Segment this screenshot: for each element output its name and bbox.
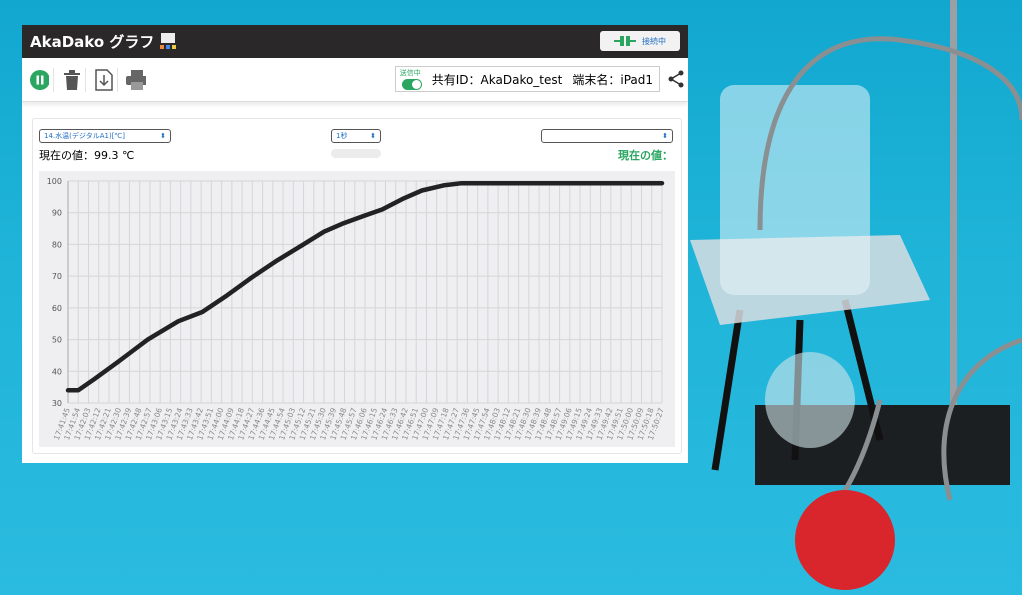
delete-button[interactable] [62,67,86,92]
akadako-logo-icon [160,32,177,49]
share-icon[interactable] [668,70,684,88]
select-arrows-icon: ⬍ [370,132,376,140]
send-label: 送信中 [399,69,421,77]
device-name: 端末名：iPad1 [572,72,653,87]
beaker [720,85,870,295]
graph-panel: 14.水温(デジタルA1)[℃] ⬍ 現在の値：99.3 ℃ 1秒 ⬍ ⬍ 現在の値… [32,118,682,454]
y-tick-label: 30 [52,399,62,408]
share-status-box: 送信中 共有ID：AkaDako_test 端末名：iPad1 [394,66,660,92]
temperature-series-line [65,180,665,393]
temperature-chart: 3040506070809010017:41:4517:41:5417:42:0… [39,171,675,447]
akadako-graph-app: AkaDako グラフ 接続中 送信中 共有ID：AkaDako_test 端末… [22,25,688,463]
interval-progress [331,149,381,158]
sensor-board [795,490,895,590]
sensor-select-value: 14.水温(デジタルA1)[℃] [44,132,126,140]
stand-rod [950,0,957,440]
toolbar: 送信中 共有ID：AkaDako_test 端末名：iPad1 [22,58,688,102]
y-tick-label: 60 [52,304,62,313]
connection-button[interactable]: 接続中 [600,31,680,51]
y-tick-label: 40 [52,367,62,376]
alcohol-lamp [765,352,855,448]
pause-icon [30,69,49,90]
y-tick-label: 100 [47,177,62,186]
y-tick-label: 90 [52,209,62,218]
header-bar: AkaDako グラフ 接続中 [22,25,688,58]
select-arrows-icon: ⬍ [662,132,668,140]
plug-icon [614,36,636,46]
interval-select[interactable]: 1秒 ⬍ [331,129,381,143]
app-title: AkaDako グラフ [30,33,155,51]
current-value: 現在の値：99.3 ℃ [39,149,135,162]
download-icon [94,68,113,91]
share-id: 共有ID：AkaDako_test [431,72,563,87]
connection-label: 接続中 [642,36,666,46]
interval-select-value: 1秒 [336,132,348,140]
pause-button[interactable] [30,67,54,92]
y-tick-label: 70 [52,272,62,281]
second-sensor-select[interactable]: ⬍ [541,129,673,143]
y-tick-label: 80 [52,240,62,249]
print-icon [126,69,146,90]
select-arrows-icon: ⬍ [160,132,166,140]
print-button[interactable] [126,68,150,92]
sensor-select[interactable]: 14.水温(デジタルA1)[℃] ⬍ [39,129,171,143]
y-tick-label: 50 [52,336,62,345]
trash-icon [63,69,80,90]
second-current-value: 現在の値： [618,149,673,162]
send-toggle[interactable] [401,78,422,90]
download-button[interactable] [94,67,118,92]
